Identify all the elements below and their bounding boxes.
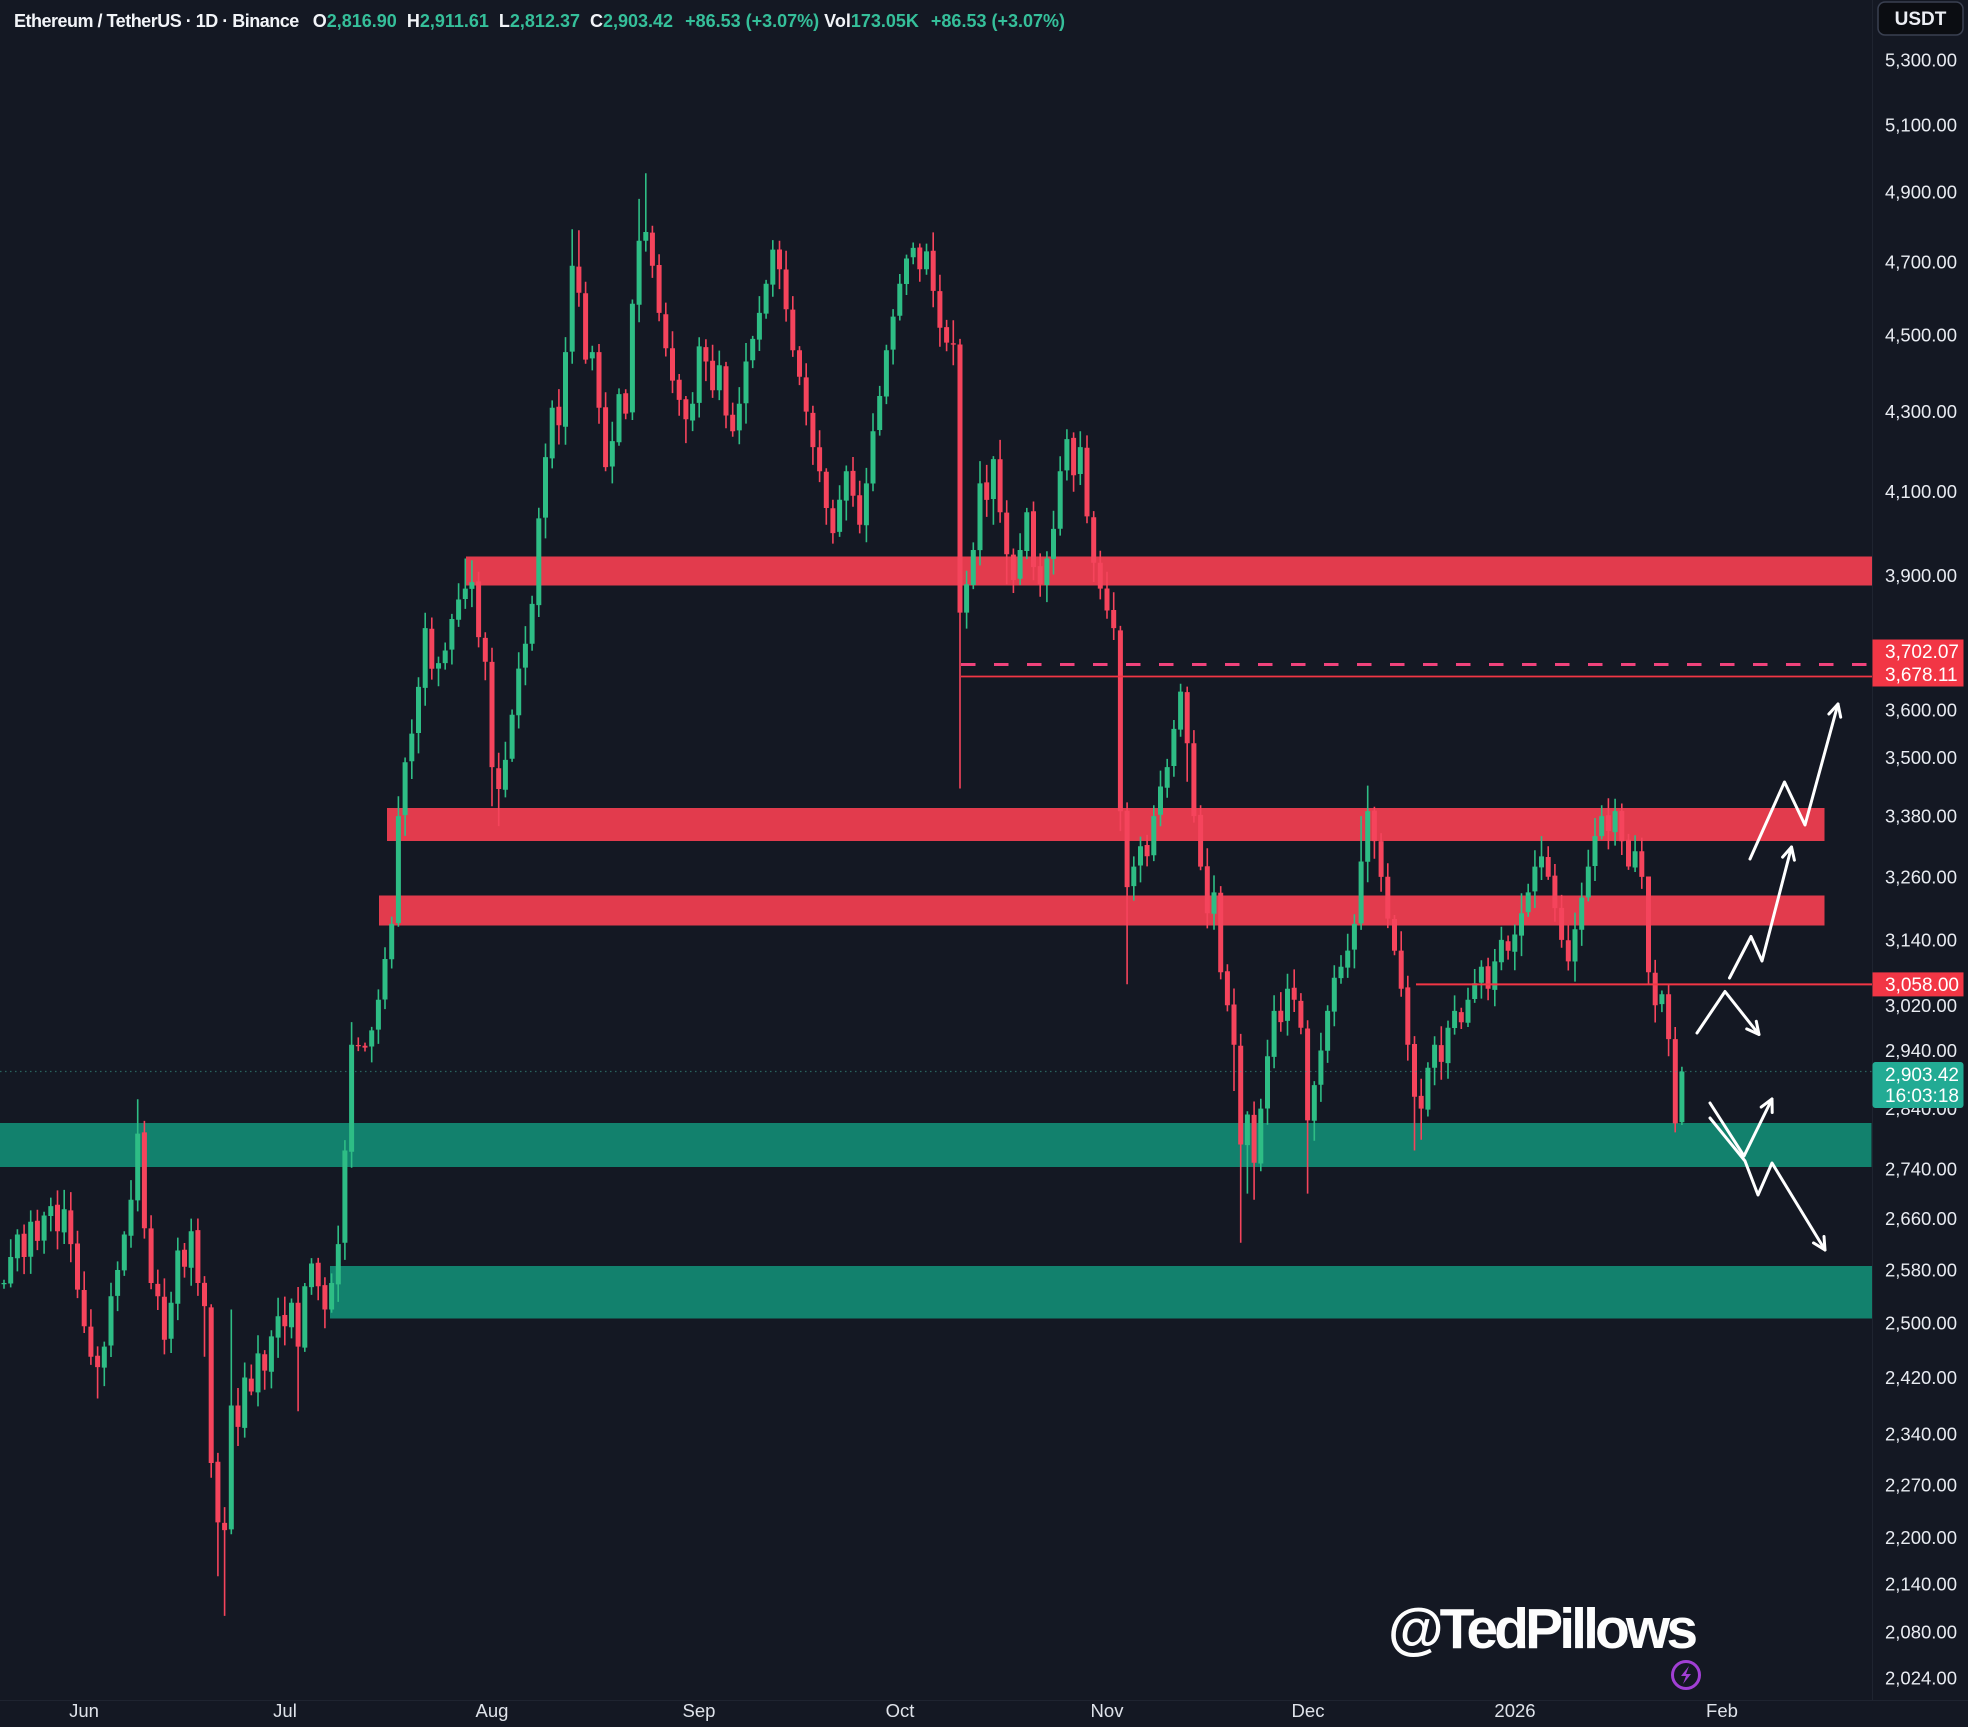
svg-text:Nov: Nov [1091, 1700, 1125, 1721]
svg-text:4,900.00: 4,900.00 [1885, 182, 1957, 203]
svg-text:@TedPillows: @TedPillows [1388, 1597, 1696, 1661]
svg-text:3,020.00: 3,020.00 [1885, 995, 1957, 1016]
svg-text:Oct: Oct [886, 1700, 915, 1721]
svg-text:2026: 2026 [1494, 1700, 1535, 1721]
svg-text:3,380.00: 3,380.00 [1885, 806, 1957, 827]
svg-text:Aug: Aug [476, 1700, 509, 1721]
svg-text:3,140.00: 3,140.00 [1885, 929, 1957, 950]
svg-text:4,300.00: 4,300.00 [1885, 401, 1957, 422]
svg-text:3,900.00: 3,900.00 [1885, 565, 1957, 586]
svg-text:2,080.00: 2,080.00 [1885, 1621, 1957, 1642]
svg-text:Jun: Jun [69, 1700, 99, 1721]
svg-text:2,270.00: 2,270.00 [1885, 1475, 1957, 1496]
svg-text:3,260.00: 3,260.00 [1885, 866, 1957, 887]
svg-text:4,700.00: 4,700.00 [1885, 252, 1957, 273]
svg-text:2,903.42: 2,903.42 [1885, 1065, 1959, 1086]
svg-text:3,500.00: 3,500.00 [1885, 747, 1957, 768]
svg-text:2,580.00: 2,580.00 [1885, 1260, 1957, 1281]
svg-text:2,200.00: 2,200.00 [1885, 1527, 1957, 1548]
svg-text:2,940.00: 2,940.00 [1885, 1040, 1957, 1061]
svg-text:Sep: Sep [683, 1700, 716, 1721]
svg-text:2,420.00: 2,420.00 [1885, 1367, 1957, 1388]
svg-text:3,058.00: 3,058.00 [1885, 975, 1959, 996]
svg-text:4,500.00: 4,500.00 [1885, 325, 1957, 346]
svg-text:2,500.00: 2,500.00 [1885, 1312, 1957, 1333]
svg-text:2,660.00: 2,660.00 [1885, 1208, 1957, 1229]
svg-text:Dec: Dec [1292, 1700, 1325, 1721]
svg-text:Jul: Jul [273, 1700, 297, 1721]
svg-text:USDT: USDT [1895, 9, 1947, 30]
svg-text:16:03:18: 16:03:18 [1885, 1086, 1959, 1107]
svg-text:2,340.00: 2,340.00 [1885, 1424, 1957, 1445]
svg-text:5,100.00: 5,100.00 [1885, 114, 1957, 135]
svg-text:3,600.00: 3,600.00 [1885, 700, 1957, 721]
svg-text:Ethereum / TetherUS · 1D · Bin: Ethereum / TetherUS · 1D · Binance O2,816… [14, 11, 1065, 31]
svg-text:2,740.00: 2,740.00 [1885, 1158, 1957, 1179]
svg-text:3,702.07: 3,702.07 [1885, 642, 1959, 663]
svg-text:5,300.00: 5,300.00 [1885, 50, 1957, 71]
svg-text:2,140.00: 2,140.00 [1885, 1574, 1957, 1595]
svg-text:Feb: Feb [1706, 1700, 1738, 1721]
svg-text:2,024.00: 2,024.00 [1885, 1667, 1957, 1688]
svg-text:4,100.00: 4,100.00 [1885, 481, 1957, 502]
svg-text:3,678.11: 3,678.11 [1885, 665, 1958, 686]
